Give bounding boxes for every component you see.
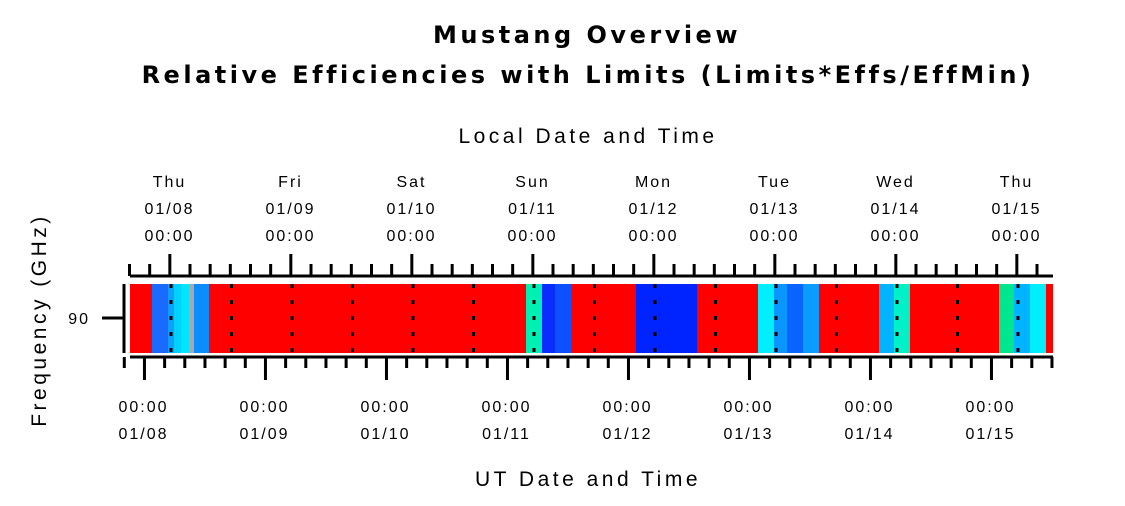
svg-text:01/08: 01/08 [118, 426, 168, 443]
top-tick-label: Sun 01/11 00:00 [507, 174, 557, 245]
svg-text:01/12: 01/12 [602, 426, 652, 443]
heatmap-cell [803, 284, 819, 353]
grid-dashed-lines [169, 284, 1020, 353]
svg-text:Thu: Thu [1000, 174, 1034, 191]
svg-text:01/14: 01/14 [844, 426, 894, 443]
svg-text:00:00: 00:00 [965, 399, 1015, 416]
top-tick-label: Thu 01/08 00:00 [144, 174, 194, 245]
bottom-tick-label: 00:00 01/09 [239, 399, 289, 443]
top-axis: Thu01/0800:00Fri01/0900:00Sat01/1000:00S… [128, 174, 1053, 278]
svg-text:01/08: 01/08 [144, 201, 194, 218]
svg-text:00:00: 00:00 [507, 228, 557, 245]
heatmap-cell [152, 284, 168, 353]
heatmap-cell [819, 284, 879, 353]
top-axis-label: Local Date and Time [458, 125, 717, 148]
bottom-tick-label: 00:00 01/11 [481, 399, 531, 443]
heatmap-row-90ghz [130, 284, 1053, 353]
svg-text:Fri: Fri [278, 174, 303, 191]
heatmap-cell [181, 284, 189, 353]
top-tick-label: Thu 01/15 00:00 [991, 174, 1041, 245]
svg-text:01/15: 01/15 [965, 426, 1015, 443]
svg-text:00:00: 00:00 [144, 228, 194, 245]
svg-text:01/11: 01/11 [508, 201, 557, 218]
heatmap-cell [758, 284, 774, 353]
bottom-axis-label: UT Date and Time [475, 468, 701, 491]
heatmap-cell [787, 284, 803, 353]
heatmap-cell [910, 284, 999, 353]
heatmap-cell [189, 284, 194, 353]
heatmap-cell [697, 284, 758, 353]
svg-text:00:00: 00:00 [723, 399, 773, 416]
bottom-tick-label: 00:00 01/12 [602, 399, 652, 443]
top-tick-label: Wed 01/14 00:00 [870, 174, 920, 245]
bottom-tick-label: 00:00 01/13 [723, 399, 773, 443]
left-axis: 90 [68, 284, 126, 353]
heatmap-cell [1046, 284, 1053, 353]
top-tick-label: Mon 01/12 00:00 [628, 174, 678, 245]
svg-text:01/10: 01/10 [386, 201, 436, 218]
chart-subtitle: Relative Efficiencies with Limits (Limit… [142, 61, 1035, 89]
top-tick-label: Sat 01/10 00:00 [386, 174, 436, 245]
bottom-tick-label: 00:00 01/10 [360, 399, 410, 443]
y-axis-label: Frequency (GHz) [28, 213, 51, 427]
heatmap-cell [209, 284, 526, 353]
bottom-tick-label: 00:00 01/15 [965, 399, 1015, 443]
svg-text:00:00: 00:00 [749, 228, 799, 245]
svg-text:00:00: 00:00 [844, 399, 894, 416]
chart-title: Mustang Overview [433, 21, 741, 49]
svg-text:00:00: 00:00 [265, 228, 315, 245]
svg-text:01/15: 01/15 [991, 201, 1041, 218]
bottom-axis: 00:00 01/08 00:00 01/09 00:00 01/10 00:00 01/11… [118, 355, 1054, 443]
svg-text:01/09: 01/09 [239, 426, 289, 443]
svg-text:Sat: Sat [396, 174, 426, 191]
svg-text:Wed: Wed [876, 174, 915, 191]
svg-text:01/09: 01/09 [265, 201, 315, 218]
heatmap-cell [130, 284, 152, 353]
svg-text:00:00: 00:00 [386, 228, 436, 245]
top-tick-label: Fri 01/09 00:00 [265, 174, 315, 245]
heatmap-cell [999, 284, 1014, 353]
svg-text:01/12: 01/12 [628, 201, 678, 218]
svg-text:00:00: 00:00 [628, 228, 678, 245]
bottom-tick-label: 00:00 01/14 [844, 399, 894, 443]
heatmap-cell [174, 284, 181, 353]
heatmap-cell [1014, 284, 1030, 353]
svg-text:Sun: Sun [515, 174, 549, 191]
heatmap-cell [542, 284, 555, 353]
svg-text:00:00: 00:00 [239, 399, 289, 416]
svg-text:01/11: 01/11 [482, 426, 531, 443]
svg-text:00:00: 00:00 [991, 228, 1041, 245]
svg-text:01/14: 01/14 [870, 201, 920, 218]
y-tick-label: 90 [68, 311, 90, 328]
svg-text:00:00: 00:00 [481, 399, 531, 416]
svg-text:01/13: 01/13 [749, 201, 799, 218]
heatmap-cell [571, 284, 636, 353]
heatmap-cell [194, 284, 209, 353]
bottom-tick-label: 00:00 01/08 [118, 399, 168, 443]
heatmap-cell [555, 284, 571, 353]
heatmap-cell [636, 284, 697, 353]
svg-text:00:00: 00:00 [118, 399, 168, 416]
svg-text:01/10: 01/10 [360, 426, 410, 443]
top-tick-label: Tue 01/13 00:00 [749, 174, 799, 245]
svg-text:Mon: Mon [635, 174, 672, 191]
svg-text:01/13: 01/13 [723, 426, 773, 443]
svg-text:00:00: 00:00 [360, 399, 410, 416]
svg-text:Thu: Thu [153, 174, 187, 191]
svg-text:00:00: 00:00 [602, 399, 652, 416]
svg-text:00:00: 00:00 [870, 228, 920, 245]
svg-text:Tue: Tue [758, 174, 791, 191]
heatmap-cell [1030, 284, 1046, 353]
heatmap-cell [879, 284, 894, 353]
